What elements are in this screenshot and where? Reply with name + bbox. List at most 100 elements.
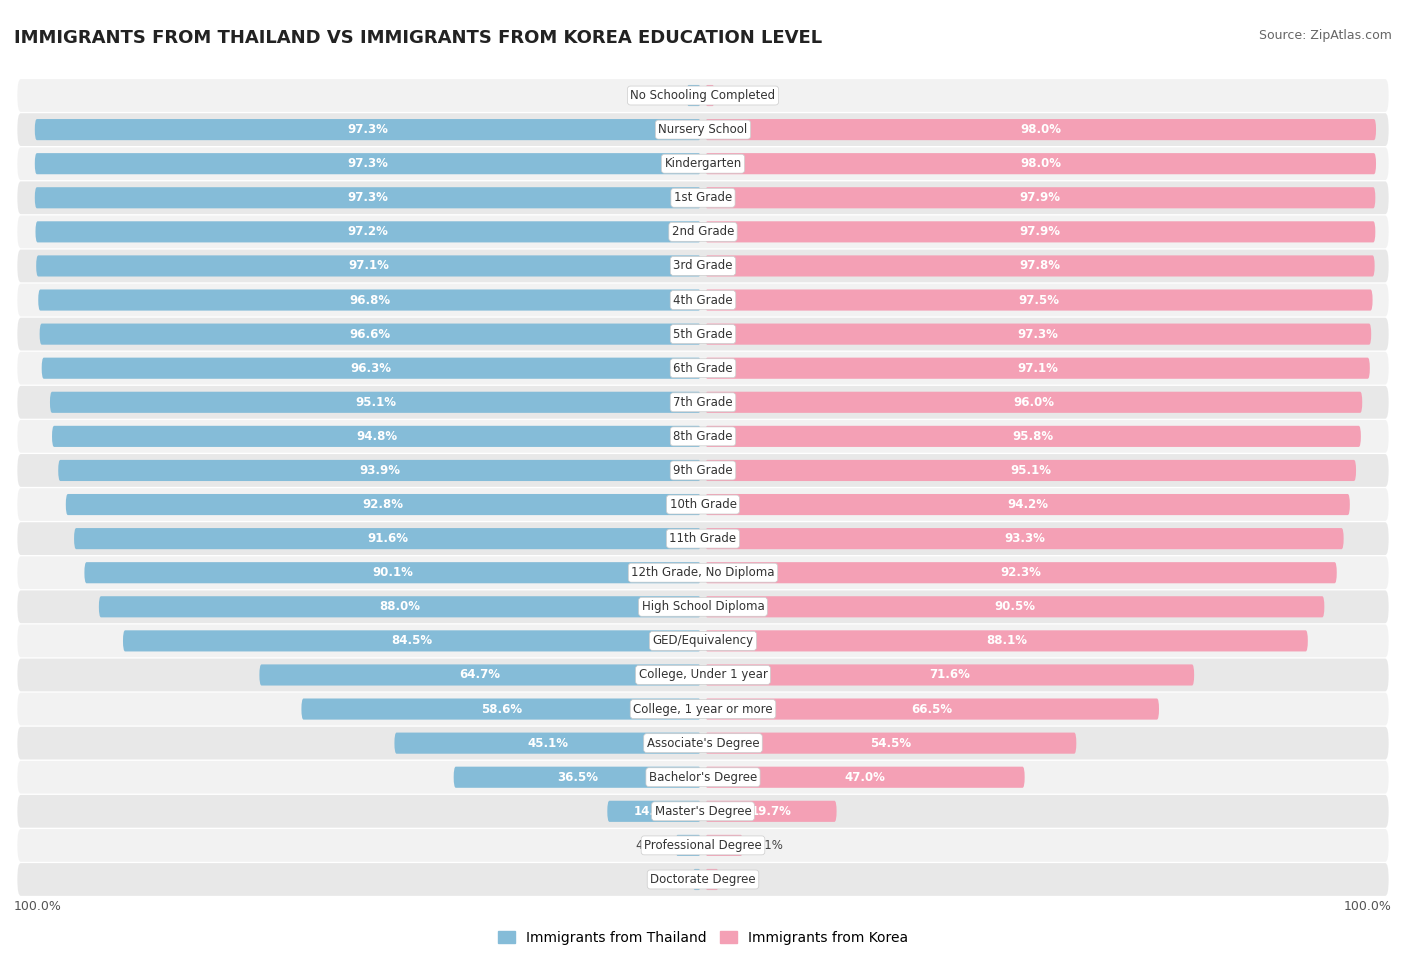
Text: 97.3%: 97.3% [347,191,388,205]
Text: 6.1%: 6.1% [754,838,783,852]
Text: 96.3%: 96.3% [350,362,392,374]
Text: 84.5%: 84.5% [391,635,433,647]
Text: 5th Grade: 5th Grade [673,328,733,340]
Text: No Schooling Completed: No Schooling Completed [630,89,776,102]
Text: 47.0%: 47.0% [845,770,886,784]
FancyBboxPatch shape [706,460,1355,481]
FancyBboxPatch shape [35,119,700,140]
Text: 3rd Grade: 3rd Grade [673,259,733,272]
Text: 95.1%: 95.1% [354,396,396,409]
FancyBboxPatch shape [17,692,1389,725]
FancyBboxPatch shape [395,732,700,754]
Text: 97.2%: 97.2% [347,225,388,238]
FancyBboxPatch shape [39,324,700,345]
Text: 2.6%: 2.6% [730,873,759,886]
Text: 96.0%: 96.0% [1014,396,1054,409]
FancyBboxPatch shape [35,221,700,243]
Text: 92.3%: 92.3% [1001,566,1042,579]
FancyBboxPatch shape [17,523,1389,555]
Text: Bachelor's Degree: Bachelor's Degree [650,770,756,784]
Text: 98.0%: 98.0% [1021,123,1062,136]
FancyBboxPatch shape [42,358,700,378]
FancyBboxPatch shape [17,181,1389,214]
FancyBboxPatch shape [17,215,1389,249]
FancyBboxPatch shape [706,835,742,856]
FancyBboxPatch shape [706,255,1375,277]
FancyBboxPatch shape [35,153,700,175]
FancyBboxPatch shape [37,255,700,277]
Text: Nursery School: Nursery School [658,123,748,136]
FancyBboxPatch shape [17,658,1389,691]
Text: 36.5%: 36.5% [557,770,598,784]
Text: 11th Grade: 11th Grade [669,532,737,545]
Text: College, Under 1 year: College, Under 1 year [638,669,768,682]
FancyBboxPatch shape [706,766,1025,788]
FancyBboxPatch shape [17,557,1389,589]
FancyBboxPatch shape [75,528,700,549]
Text: 97.8%: 97.8% [1019,259,1060,272]
FancyBboxPatch shape [259,664,700,685]
FancyBboxPatch shape [35,187,700,209]
FancyBboxPatch shape [706,528,1344,549]
FancyBboxPatch shape [17,454,1389,487]
FancyBboxPatch shape [706,869,718,890]
FancyBboxPatch shape [17,591,1389,623]
Text: 12th Grade, No Diploma: 12th Grade, No Diploma [631,566,775,579]
FancyBboxPatch shape [17,863,1389,896]
FancyBboxPatch shape [17,250,1389,283]
FancyBboxPatch shape [706,85,714,106]
FancyBboxPatch shape [607,800,700,822]
Text: 19.7%: 19.7% [751,804,792,818]
Text: 90.5%: 90.5% [994,601,1035,613]
Text: 7th Grade: 7th Grade [673,396,733,409]
Text: 96.6%: 96.6% [350,328,391,340]
FancyBboxPatch shape [17,726,1389,760]
FancyBboxPatch shape [706,221,1375,243]
FancyBboxPatch shape [706,800,837,822]
Text: 45.1%: 45.1% [527,737,568,750]
Text: 97.5%: 97.5% [1018,293,1059,306]
FancyBboxPatch shape [17,420,1389,452]
FancyBboxPatch shape [675,835,700,856]
FancyBboxPatch shape [706,664,1194,685]
Text: Doctorate Degree: Doctorate Degree [650,873,756,886]
Text: Professional Degree: Professional Degree [644,838,762,852]
Text: 94.2%: 94.2% [1007,498,1047,511]
Text: 100.0%: 100.0% [1344,900,1392,913]
Text: 91.6%: 91.6% [367,532,408,545]
Text: 54.5%: 54.5% [870,737,911,750]
FancyBboxPatch shape [98,597,700,617]
Text: Associate's Degree: Associate's Degree [647,737,759,750]
Text: 9th Grade: 9th Grade [673,464,733,477]
Text: 4.3%: 4.3% [636,838,665,852]
Text: 58.6%: 58.6% [481,703,522,716]
Text: GED/Equivalency: GED/Equivalency [652,635,754,647]
Text: 97.3%: 97.3% [1018,328,1059,340]
FancyBboxPatch shape [38,290,700,311]
Text: 4th Grade: 4th Grade [673,293,733,306]
Text: 71.6%: 71.6% [929,669,970,682]
Text: College, 1 year or more: College, 1 year or more [633,703,773,716]
Text: 97.3%: 97.3% [347,157,388,171]
Text: 2.0%: 2.0% [725,89,755,102]
FancyBboxPatch shape [51,392,700,412]
FancyBboxPatch shape [686,85,700,106]
FancyBboxPatch shape [17,488,1389,521]
FancyBboxPatch shape [17,625,1389,657]
FancyBboxPatch shape [706,324,1371,345]
FancyBboxPatch shape [706,358,1369,378]
FancyBboxPatch shape [58,460,700,481]
Legend: Immigrants from Thailand, Immigrants from Korea: Immigrants from Thailand, Immigrants fro… [492,925,914,950]
FancyBboxPatch shape [17,829,1389,862]
FancyBboxPatch shape [706,392,1362,412]
Text: 97.1%: 97.1% [349,259,389,272]
Text: 97.9%: 97.9% [1019,191,1060,205]
Text: 2nd Grade: 2nd Grade [672,225,734,238]
Text: 95.1%: 95.1% [1010,464,1052,477]
FancyBboxPatch shape [122,630,700,651]
Text: 8th Grade: 8th Grade [673,430,733,443]
FancyBboxPatch shape [66,494,700,515]
FancyBboxPatch shape [17,79,1389,112]
Text: 88.0%: 88.0% [380,601,420,613]
Text: 92.8%: 92.8% [363,498,404,511]
